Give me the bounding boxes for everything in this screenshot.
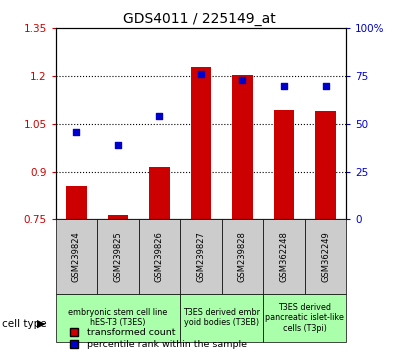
Point: [281, 83, 287, 88]
Bar: [180, 294, 263, 342]
Legend: transformed count, percentile rank within the sample: transformed count, percentile rank withi…: [60, 324, 251, 353]
Bar: [56, 219, 97, 294]
Point: [198, 72, 204, 77]
Text: T3ES derived embr
yoid bodies (T3EB): T3ES derived embr yoid bodies (T3EB): [183, 308, 260, 327]
Bar: [56, 294, 180, 342]
Bar: [191, 67, 211, 219]
Point: [156, 113, 163, 119]
Bar: [232, 75, 253, 219]
Text: GSM239824: GSM239824: [72, 231, 81, 282]
Text: GDS4011 / 225149_at: GDS4011 / 225149_at: [123, 12, 275, 27]
Bar: [66, 186, 87, 219]
Text: cell type: cell type: [2, 319, 47, 329]
Text: GSM239826: GSM239826: [155, 231, 164, 282]
Text: ▶: ▶: [37, 319, 45, 329]
Point: [73, 129, 80, 135]
Bar: [97, 219, 139, 294]
Bar: [263, 294, 346, 342]
Bar: [139, 219, 180, 294]
Text: GSM239827: GSM239827: [197, 231, 205, 282]
Bar: [305, 219, 346, 294]
Text: embryonic stem cell line
hES-T3 (T3ES): embryonic stem cell line hES-T3 (T3ES): [68, 308, 168, 327]
Bar: [180, 219, 222, 294]
Bar: [222, 219, 263, 294]
Point: [115, 142, 121, 148]
Bar: [149, 167, 170, 219]
Point: [239, 77, 246, 83]
Point: [322, 83, 329, 88]
Bar: [107, 215, 128, 219]
Text: GSM239828: GSM239828: [238, 231, 247, 282]
Bar: [315, 111, 336, 219]
Bar: [263, 219, 305, 294]
Bar: [273, 110, 295, 219]
Text: GSM239825: GSM239825: [113, 231, 123, 282]
Text: GSM362248: GSM362248: [279, 231, 289, 282]
Text: GSM362249: GSM362249: [321, 231, 330, 282]
Text: T3ES derived
pancreatic islet-like
cells (T3pi): T3ES derived pancreatic islet-like cells…: [265, 303, 344, 333]
